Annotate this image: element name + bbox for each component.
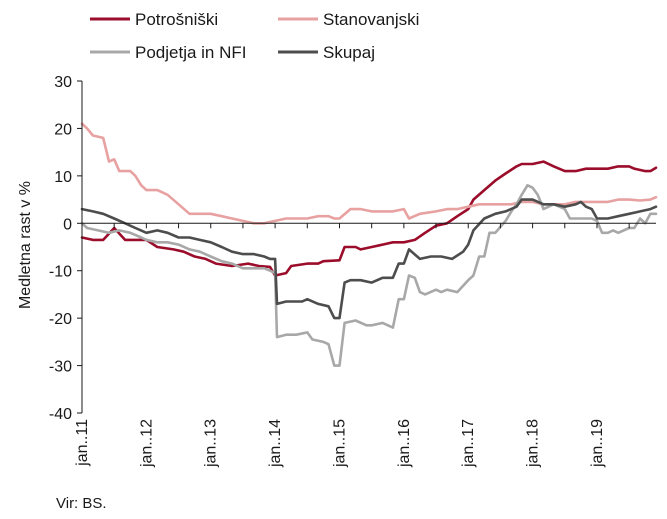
- x-tick-label: jan..17: [460, 419, 477, 468]
- series-line-1: [80, 160, 658, 277]
- series-line-4: [80, 198, 658, 320]
- x-tick-label: jan..11: [74, 419, 91, 467]
- y-tick-label: -30: [49, 359, 72, 376]
- x-tick-label: jan..13: [203, 419, 220, 468]
- series-layer: [80, 122, 658, 367]
- y-tick-label: 10: [54, 169, 72, 186]
- legend-label-3: Podjetja in NFI: [135, 43, 247, 62]
- legend: Potrošniški Stanovanjski Podjetja in NFI Sk…: [90, 10, 419, 62]
- y-tick-label: -20: [49, 311, 72, 328]
- y-tick-label: 0: [63, 216, 72, 233]
- y-axis-label: Medletna rast v %: [17, 181, 34, 309]
- x-tick-label: jan..14: [267, 419, 284, 468]
- legend-label-4: Skupaj: [323, 43, 375, 62]
- x-tick-label: jan..15: [331, 419, 348, 468]
- series-line-3: [80, 184, 658, 367]
- x-tick-label: jan..19: [589, 419, 606, 468]
- source-note: Vir: BS.: [56, 495, 107, 512]
- y-tick-label: -10: [49, 264, 72, 281]
- legend-label-2: Stanovanjski: [323, 10, 419, 29]
- x-tick-label: jan..12: [138, 419, 155, 468]
- axes: [81, 81, 656, 413]
- x-tick-label: jan..16: [396, 419, 413, 468]
- y-tick-label: -40: [49, 406, 72, 423]
- y-tick-label: 30: [54, 74, 72, 91]
- legend-label-1: Potrošniški: [135, 10, 218, 29]
- series-line-2: [80, 122, 658, 225]
- x-tick-label: jan..18: [525, 419, 542, 468]
- x-ticks: jan..11 jan..12 jan..13 jan..14 jan..15 jan..…: [74, 223, 630, 468]
- y-ticks: 30 20 10 0 -10 -20 -30 -40: [49, 74, 82, 423]
- y-tick-label: 20: [54, 121, 72, 138]
